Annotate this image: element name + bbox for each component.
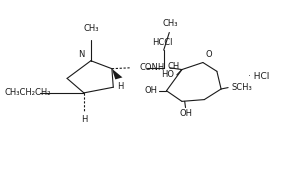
Text: H: H — [81, 115, 87, 124]
Text: CH₃CH₂CH₂: CH₃CH₂CH₂ — [5, 88, 51, 97]
Text: OH: OH — [179, 109, 192, 118]
Text: CH: CH — [167, 62, 179, 71]
Text: OH: OH — [144, 86, 158, 95]
Text: CH₃: CH₃ — [163, 19, 178, 28]
Text: · HCl: · HCl — [248, 72, 270, 81]
Text: HO: HO — [161, 70, 174, 79]
Polygon shape — [112, 69, 123, 79]
Text: CONH: CONH — [140, 63, 165, 72]
Text: H: H — [117, 82, 123, 91]
Text: O: O — [206, 50, 212, 59]
Text: HCCl: HCCl — [152, 38, 173, 47]
Text: SCH₃: SCH₃ — [232, 83, 253, 92]
Text: N: N — [78, 50, 85, 59]
Text: CH₃: CH₃ — [83, 24, 99, 33]
